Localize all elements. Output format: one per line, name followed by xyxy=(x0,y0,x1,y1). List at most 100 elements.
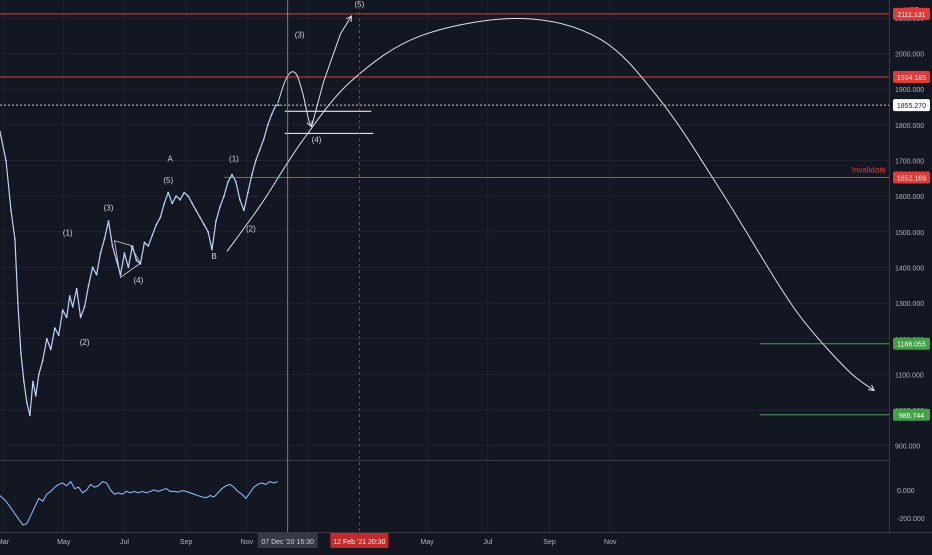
price-tick-label: 1600.000 xyxy=(895,194,924,201)
price-point xyxy=(95,273,98,276)
price-point xyxy=(203,223,206,226)
price-level-tag[interactable] xyxy=(893,7,930,20)
price-level-tag[interactable] xyxy=(893,70,930,83)
price-point xyxy=(270,113,273,115)
wave-projection-path[interactable] xyxy=(277,71,313,127)
price-point xyxy=(266,123,269,126)
wave-projection-leg[interactable] xyxy=(311,15,352,127)
short-levels[interactable] xyxy=(284,110,374,134)
price-point xyxy=(53,327,56,329)
price-tick-label: 1400.000 xyxy=(895,265,924,272)
price-point xyxy=(155,223,158,226)
wave-projection-arrow-down[interactable] xyxy=(306,120,313,128)
price-point xyxy=(258,148,261,151)
price-level-tag-label: 1934.185 xyxy=(897,75,926,82)
oscillator-signal-line xyxy=(0,481,278,526)
price-tick-label: 1300.000 xyxy=(895,301,924,308)
price-tick-label: 1100.000 xyxy=(895,372,924,379)
time-tick-label: Sep xyxy=(543,539,556,546)
wave-label: (2) xyxy=(80,338,90,347)
price-point xyxy=(123,252,126,255)
price-point xyxy=(23,380,25,383)
price-point xyxy=(143,241,146,244)
price-point xyxy=(135,259,138,262)
grid xyxy=(0,0,932,532)
wave-label: A xyxy=(168,155,174,164)
wave-label: (3) xyxy=(295,30,305,39)
price-level-tag[interactable] xyxy=(893,337,930,350)
price-point xyxy=(0,131,1,133)
price-point xyxy=(211,248,213,251)
price-point xyxy=(79,316,82,319)
price-tick-label: 2000.000 xyxy=(895,51,924,58)
price-point xyxy=(68,295,71,297)
price-level-tag-label: 2111.131 xyxy=(897,12,925,19)
price-level-tag-label: 1186.055 xyxy=(897,342,926,349)
marker-time-tag[interactable] xyxy=(330,533,389,548)
price-point xyxy=(239,198,241,201)
price-point xyxy=(14,238,16,240)
price-point xyxy=(115,259,118,262)
price-level-tag[interactable] xyxy=(893,99,930,112)
forecast-curve-arrow[interactable] xyxy=(868,384,875,392)
price-point xyxy=(91,266,94,269)
price-point xyxy=(223,195,225,198)
wave-label: (4) xyxy=(312,136,322,145)
wave-projection-arrow-up[interactable] xyxy=(345,15,352,23)
price-point xyxy=(171,202,174,205)
price-point xyxy=(199,216,202,219)
price-point xyxy=(29,414,31,417)
time-axis-background[interactable] xyxy=(0,532,889,550)
price-level-tag[interactable] xyxy=(893,171,930,184)
wave-label: (4) xyxy=(133,276,143,285)
price-tick-label: 900.000 xyxy=(895,444,920,451)
marker-time-label: 12 Feb '21 20:30 xyxy=(333,539,385,546)
price-point xyxy=(195,209,198,212)
price-point xyxy=(175,195,178,198)
time-tick-label: Jul xyxy=(483,539,492,546)
wave-label: (1) xyxy=(63,228,73,237)
price-point xyxy=(254,159,257,162)
price-point xyxy=(10,209,12,212)
price-point xyxy=(45,337,48,340)
price-point xyxy=(151,234,154,237)
price-point xyxy=(61,309,64,312)
price-point xyxy=(34,394,37,397)
price-point xyxy=(26,402,28,404)
triangle-pattern[interactable] xyxy=(114,240,141,279)
price-point xyxy=(147,245,150,247)
vertical-lines xyxy=(287,0,360,532)
oscillator-tick-label: -200.000 xyxy=(897,516,925,523)
price-point xyxy=(65,316,68,319)
price-point xyxy=(99,252,102,255)
time-tick-label: Nov xyxy=(604,539,617,546)
price-point xyxy=(111,245,114,247)
price-point xyxy=(219,205,221,208)
time-tick-label: May xyxy=(420,539,434,546)
crosshair-time-tag[interactable] xyxy=(257,533,318,548)
price-level-tag-label: 1652.169 xyxy=(897,176,926,183)
price-point xyxy=(103,238,106,240)
wave-label: (2) xyxy=(246,224,256,233)
price-point xyxy=(163,202,166,205)
time-tick-label: Jul xyxy=(120,539,129,546)
price-axis-background[interactable] xyxy=(889,0,932,550)
time-tick-label: May xyxy=(57,539,71,546)
price-level-tag[interactable] xyxy=(893,408,930,421)
price-point xyxy=(87,284,90,287)
price-point xyxy=(215,220,217,223)
price-point xyxy=(75,287,78,290)
time-tick-label: Nov xyxy=(241,539,254,546)
wave-label: (3) xyxy=(104,203,114,212)
price-point xyxy=(5,159,7,162)
forecast-curve[interactable] xyxy=(226,17,875,391)
horizontal-levels[interactable]: Invalidate xyxy=(0,13,889,416)
price-level-tag-label: 986.744 xyxy=(899,413,924,420)
price-point xyxy=(187,195,190,198)
price-point xyxy=(274,104,277,107)
drawings[interactable] xyxy=(114,15,875,392)
